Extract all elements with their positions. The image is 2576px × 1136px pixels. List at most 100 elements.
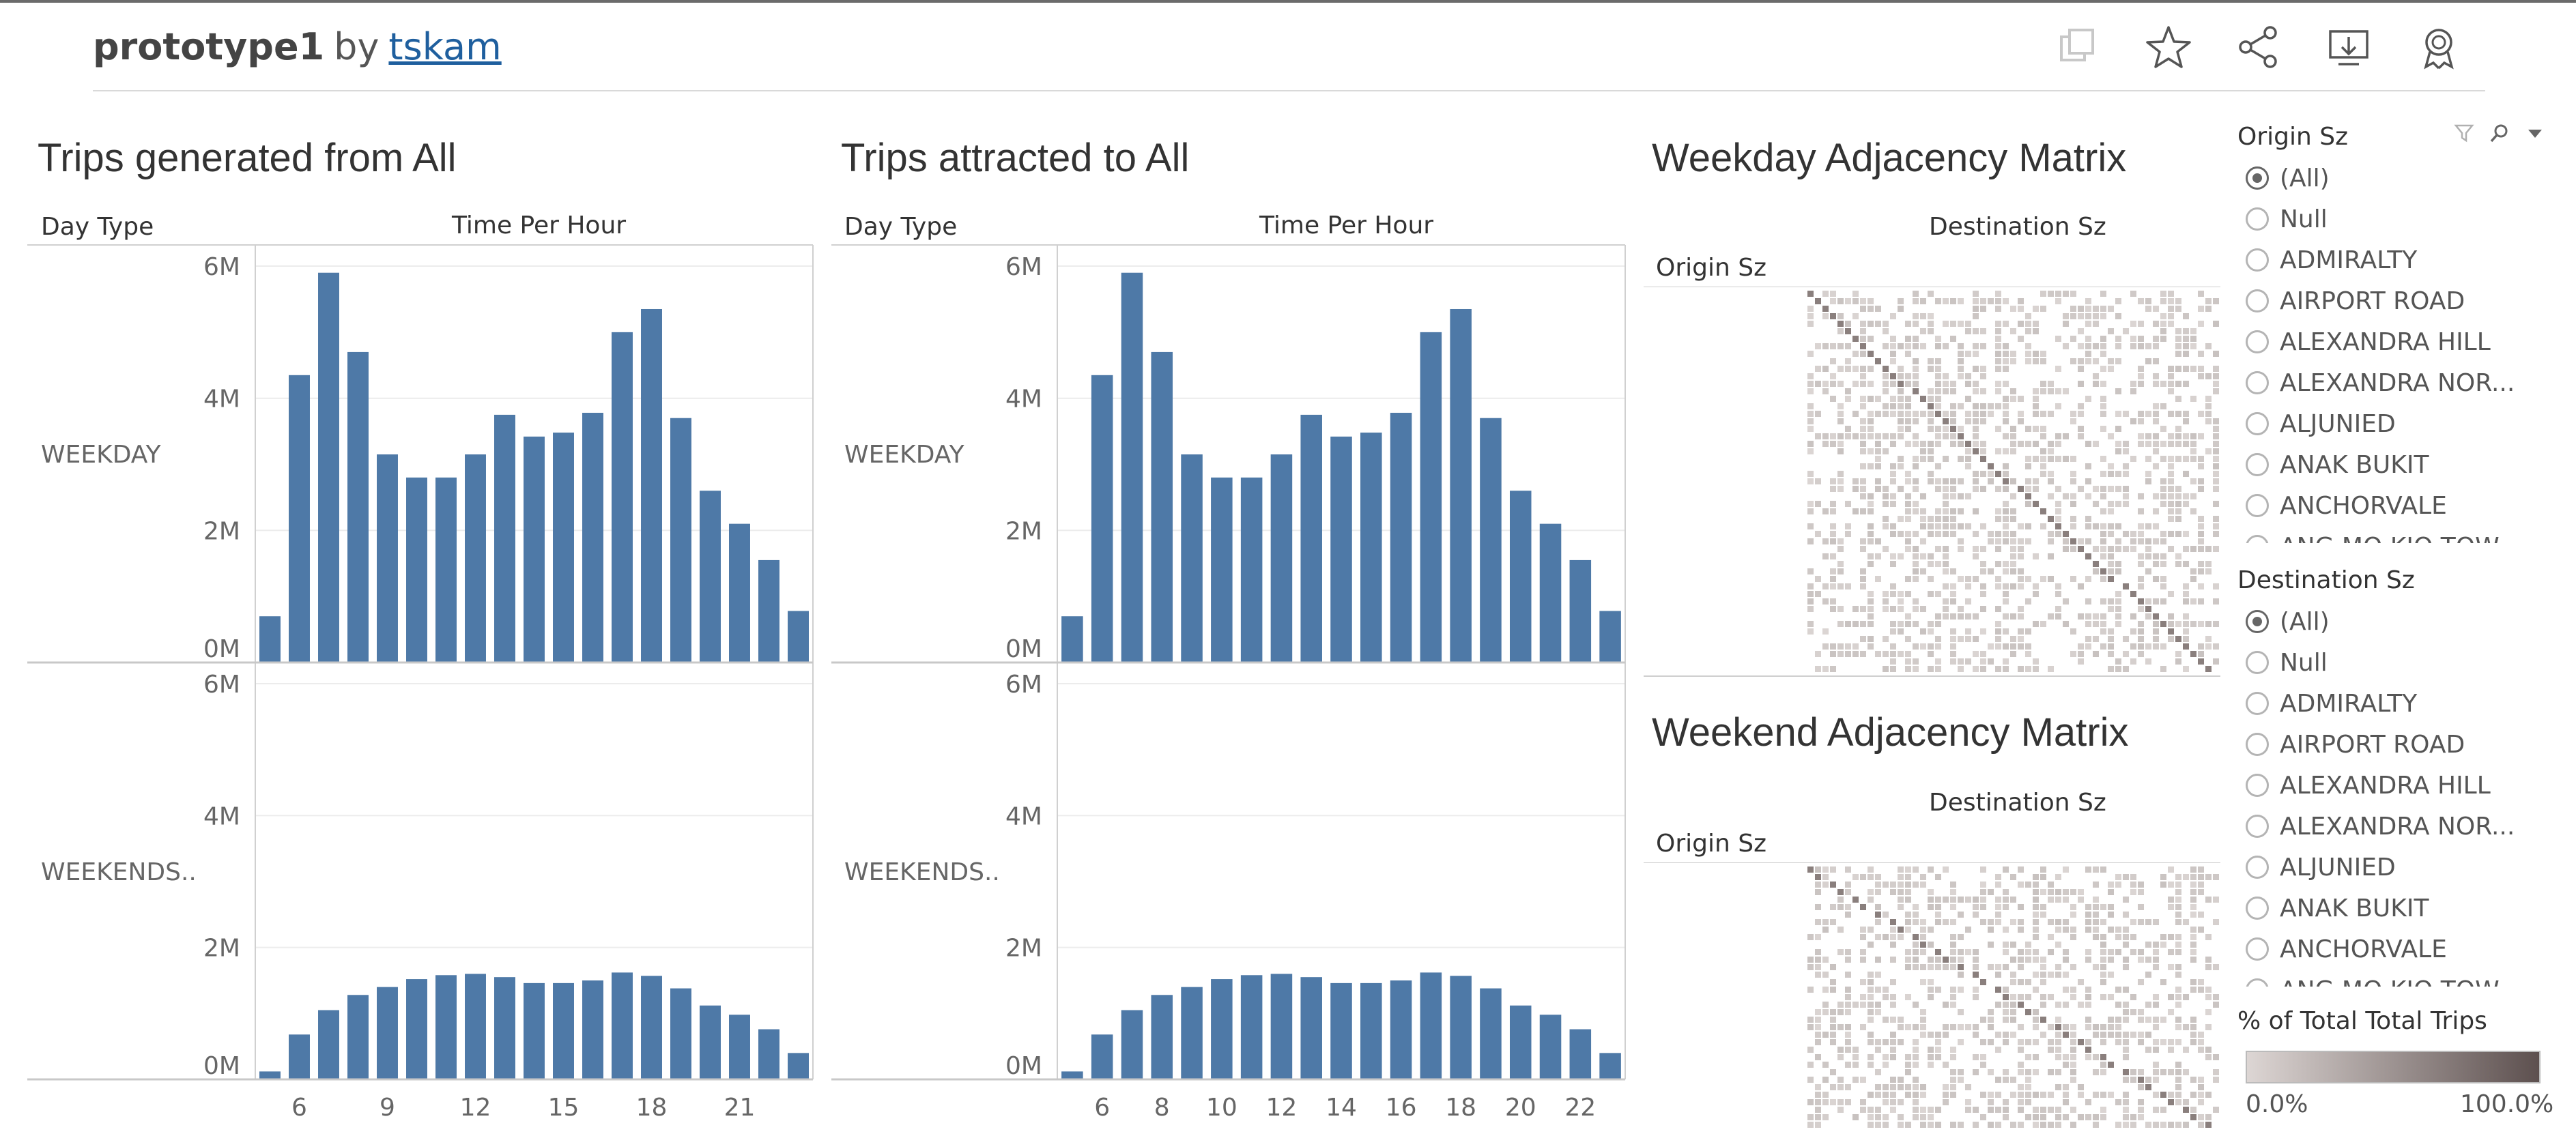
- origin-filter-option[interactable]: AIRPORT ROAD: [2246, 280, 2546, 321]
- bar[interactable]: [318, 272, 339, 662]
- bar[interactable]: [1121, 272, 1143, 662]
- bar[interactable]: [435, 477, 457, 662]
- origin-filter-option[interactable]: ANAK BUKIT: [2246, 444, 2546, 485]
- bar[interactable]: [289, 1034, 310, 1079]
- radio-button[interactable]: [2246, 856, 2269, 879]
- bar[interactable]: [758, 1029, 779, 1079]
- origin-filter-option[interactable]: ANG MO KIO TOW...: [2246, 526, 2546, 543]
- bar[interactable]: [1061, 1071, 1083, 1079]
- bar[interactable]: [406, 477, 427, 662]
- bar[interactable]: [524, 982, 545, 1079]
- bar[interactable]: [289, 375, 310, 662]
- adjacency-matrix-weekend[interactable]: [1644, 862, 2220, 1134]
- destination-filter-list[interactable]: (All) Null ADMIRALTY AIRPORT ROAD ALEXANDRA …: [2246, 601, 2546, 987]
- bar[interactable]: [1061, 616, 1083, 662]
- bar[interactable]: [1569, 1029, 1592, 1079]
- destination-filter-option[interactable]: Null: [2246, 642, 2546, 683]
- bar[interactable]: [1509, 1005, 1532, 1079]
- radio-button[interactable]: [2246, 535, 2269, 543]
- bar[interactable]: [494, 977, 515, 1079]
- bar[interactable]: [494, 414, 515, 662]
- bar[interactable]: [1420, 332, 1442, 662]
- bar[interactable]: [465, 454, 486, 662]
- download-icon[interactable]: [2325, 23, 2373, 71]
- bar[interactable]: [318, 1010, 339, 1080]
- bar[interactable]: [259, 616, 281, 662]
- radio-button[interactable]: [2246, 330, 2269, 353]
- radio-button[interactable]: [2246, 453, 2269, 476]
- bar[interactable]: [1539, 523, 1562, 662]
- radio-button[interactable]: [2246, 371, 2269, 394]
- radio-button[interactable]: [2246, 774, 2269, 797]
- destination-filter-option[interactable]: AIRPORT ROAD: [2246, 724, 2546, 765]
- bar[interactable]: [1091, 375, 1113, 662]
- origin-filter-option[interactable]: ALEXANDRA NOR...: [2246, 362, 2546, 403]
- bar[interactable]: [700, 491, 721, 662]
- bar[interactable]: [1480, 988, 1502, 1079]
- bar[interactable]: [612, 332, 633, 662]
- bar[interactable]: [1270, 454, 1293, 662]
- radio-button[interactable]: [2246, 937, 2269, 961]
- destination-filter-option[interactable]: ANCHORVALE: [2246, 929, 2546, 970]
- bar[interactable]: [1091, 1034, 1113, 1079]
- bar[interactable]: [377, 454, 398, 662]
- bar[interactable]: [582, 980, 603, 1079]
- search-icon[interactable]: [2489, 123, 2510, 143]
- bar[interactable]: [377, 987, 398, 1079]
- bar[interactable]: [1539, 1015, 1562, 1079]
- bar[interactable]: [788, 611, 809, 662]
- bar[interactable]: [1211, 979, 1233, 1079]
- bar[interactable]: [1300, 414, 1322, 662]
- bar[interactable]: [1420, 972, 1442, 1079]
- bar[interactable]: [553, 982, 574, 1079]
- radio-button[interactable]: [2246, 978, 2269, 987]
- origin-filter-option[interactable]: ADMIRALTY: [2246, 239, 2546, 280]
- radio-button[interactable]: [2246, 651, 2269, 674]
- bar[interactable]: [1240, 975, 1263, 1079]
- origin-filter-option[interactable]: ALJUNIED: [2246, 403, 2546, 444]
- bar[interactable]: [612, 972, 633, 1079]
- radio-button[interactable]: [2246, 412, 2269, 435]
- radio-button[interactable]: [2246, 248, 2269, 272]
- bar[interactable]: [1300, 977, 1322, 1079]
- destination-filter-option[interactable]: (All): [2246, 601, 2546, 642]
- bar[interactable]: [1390, 413, 1412, 662]
- bar[interactable]: [670, 418, 691, 662]
- bar[interactable]: [1270, 974, 1293, 1079]
- origin-filter-list[interactable]: (All) Null ADMIRALTY AIRPORT ROAD ALEXANDRA …: [2246, 158, 2546, 543]
- bar[interactable]: [729, 523, 750, 662]
- bar[interactable]: [1330, 982, 1352, 1079]
- bar[interactable]: [1599, 611, 1621, 662]
- dropdown-arrow-icon[interactable]: [2525, 123, 2545, 143]
- bar[interactable]: [553, 433, 574, 662]
- bar[interactable]: [1181, 454, 1203, 662]
- bar[interactable]: [1151, 995, 1173, 1079]
- bar[interactable]: [1450, 308, 1472, 662]
- origin-filter-option[interactable]: ANCHORVALE: [2246, 485, 2546, 526]
- author-link[interactable]: tskam: [388, 25, 502, 68]
- bar[interactable]: [1181, 987, 1203, 1079]
- bar[interactable]: [641, 976, 662, 1079]
- bar[interactable]: [1509, 491, 1532, 662]
- radio-button[interactable]: [2246, 289, 2269, 312]
- bar[interactable]: [1450, 976, 1472, 1079]
- origin-filter-option[interactable]: Null: [2246, 199, 2546, 239]
- bar[interactable]: [1599, 1053, 1621, 1079]
- metrics-badge-icon[interactable]: [2415, 23, 2463, 71]
- bar[interactable]: [670, 988, 691, 1079]
- bar[interactable]: [435, 975, 457, 1079]
- bar[interactable]: [1480, 418, 1502, 662]
- destination-filter-option[interactable]: ANAK BUKIT: [2246, 888, 2546, 929]
- radio-button[interactable]: [2246, 897, 2269, 920]
- bar[interactable]: [259, 1071, 281, 1079]
- destination-filter-option[interactable]: ALEXANDRA HILL: [2246, 765, 2546, 806]
- bar[interactable]: [524, 436, 545, 662]
- radio-button[interactable]: [2246, 815, 2269, 838]
- adjacency-matrix-weekday[interactable]: [1644, 287, 2220, 677]
- radio-button[interactable]: [2246, 692, 2269, 715]
- bar[interactable]: [1360, 982, 1382, 1079]
- bar[interactable]: [1569, 559, 1592, 662]
- bar[interactable]: [788, 1053, 809, 1079]
